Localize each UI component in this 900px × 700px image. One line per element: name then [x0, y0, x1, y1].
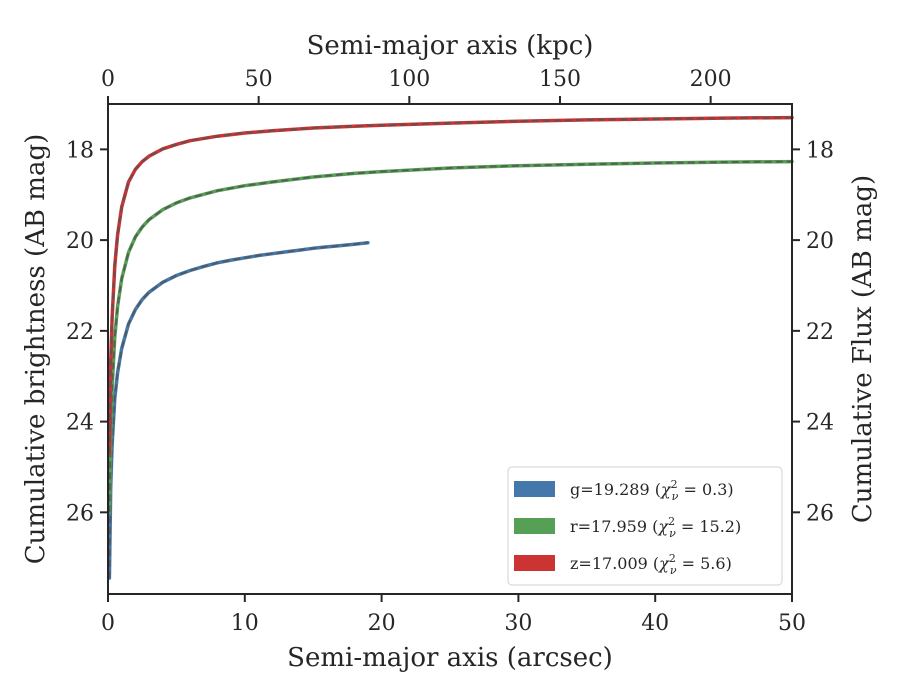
right-tick-label: 20 [806, 229, 834, 254]
legend-swatch-0 [514, 481, 555, 497]
legend-label-0: g=19.289 (χ2 ν = 0.3) [570, 478, 734, 503]
right-axis-title: Cumulative Flux (AB mag) [848, 175, 878, 523]
x-tick-label: 50 [778, 611, 806, 636]
legend-label-1: r=17.959 (χ2 ν = 15.2) [570, 515, 741, 540]
top-tick-label: 0 [101, 67, 115, 92]
right-tick-label: 26 [806, 501, 834, 526]
top-axis-ticks: 0 50 100 150 200 [101, 67, 732, 104]
legend-swatch-2 [514, 555, 555, 571]
y-axis-ticks: 18 20 22 24 26 [66, 138, 108, 526]
legend: g=19.289 (χ2 ν = 0.3) r=17.959 (χ2 ν = 15.2… [507, 466, 783, 586]
legend-swatch-1 [514, 518, 555, 534]
y-tick-label: 18 [66, 138, 94, 163]
x-axis-ticks: 0 10 20 30 40 50 [101, 594, 806, 636]
y-tick-label: 22 [66, 320, 94, 345]
top-tick-label: 200 [690, 67, 732, 92]
y-axis-title: Cumulative brightness (AB mag) [21, 134, 51, 565]
right-tick-label: 24 [806, 411, 834, 436]
right-axis-ticks: 18 20 22 24 26 [792, 138, 834, 526]
top-tick-label: 100 [388, 67, 430, 92]
x-tick-label: 10 [231, 611, 259, 636]
top-axis-title: Semi-major axis (kpc) [307, 31, 594, 61]
plot-frame [107, 103, 793, 595]
series-line-2 [107, 115, 794, 456]
plot-marks [107, 115, 794, 580]
x-tick-label: 0 [101, 611, 115, 636]
y-tick-label: 24 [66, 411, 94, 436]
x-tick-label: 30 [504, 611, 532, 636]
legend-box [507, 466, 783, 586]
x-tick-label: 40 [641, 611, 669, 636]
legend-items: g=19.289 (χ2 ν = 0.3) r=17.959 (χ2 ν = 15.2… [514, 478, 741, 577]
x-tick-label: 20 [368, 611, 396, 636]
y-tick-label: 26 [66, 501, 94, 526]
series-model-line-1 [108, 160, 793, 513]
x-axis-title: Semi-major axis (arcsec) [287, 643, 613, 673]
top-tick-label: 150 [539, 67, 581, 92]
right-tick-label: 18 [806, 138, 834, 163]
top-tick-label: 50 [245, 67, 273, 92]
y-tick-label: 20 [66, 229, 94, 254]
series-model-line-0 [108, 241, 369, 579]
right-tick-label: 22 [806, 320, 834, 345]
legend-label-2: z=17.009 (χ2 ν = 5.6) [570, 552, 732, 577]
series-line-1 [107, 159, 794, 515]
